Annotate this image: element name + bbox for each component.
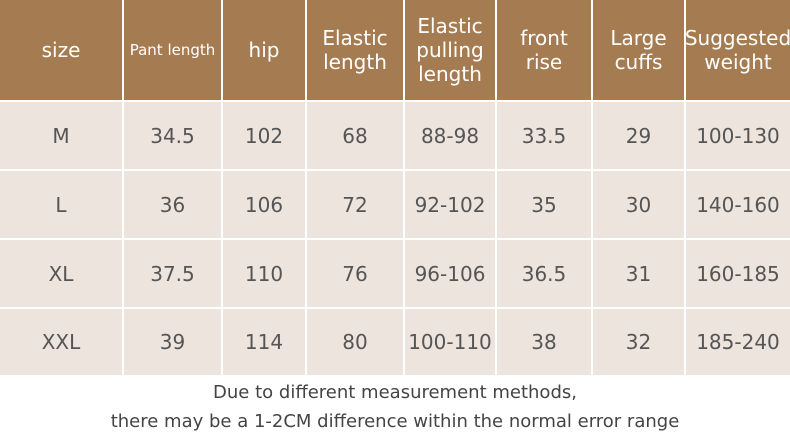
table-cell: 106 — [223, 171, 305, 238]
table-cell: 32 — [593, 309, 684, 375]
table-cell: 76 — [307, 240, 403, 307]
header-text: cuffs — [614, 50, 663, 74]
table-cell: 37.5 — [124, 240, 221, 307]
table-cell: 33.5 — [497, 102, 591, 169]
table-cell: 92-102 — [405, 171, 495, 238]
table-cell: 80 — [307, 309, 403, 375]
table-cell: L — [0, 171, 122, 238]
table-cell: 39 — [124, 309, 221, 375]
table-cell: M — [0, 102, 122, 169]
header-text: Large — [610, 26, 667, 50]
table-cell: 100-130 — [686, 102, 790, 169]
header-text: size — [41, 38, 81, 62]
header-text: Elastic — [417, 14, 483, 38]
table-cell: 100-110 — [405, 309, 495, 375]
table-cell: 185-240 — [686, 309, 790, 375]
table-cell: XL — [0, 240, 122, 307]
header-cell: Elastic pulling length — [405, 0, 495, 100]
table-cell: 96-106 — [405, 240, 495, 307]
table-cell: 160-185 — [686, 240, 790, 307]
header-text: Suggested — [684, 26, 790, 50]
header-cell: Pant length — [124, 0, 221, 100]
table-cell: 34.5 — [124, 102, 221, 169]
size-table: size Pant length hip Elastic length Elastic pu… — [0, 0, 790, 375]
footer-line: Due to different measurement methods, — [213, 382, 577, 403]
header-text: Pant length — [129, 41, 216, 59]
header-text: pulling — [416, 38, 484, 62]
header-cell: Elastic length — [307, 0, 403, 100]
table-cell: 35 — [497, 171, 591, 238]
table-cell: 140-160 — [686, 171, 790, 238]
header-text: length — [323, 50, 387, 74]
table-cell: 38 — [497, 309, 591, 375]
footer-note: Due to different measurement methods, the… — [0, 378, 790, 436]
header-text: length — [418, 62, 482, 86]
header-text: Elastic — [322, 26, 388, 50]
header-cell: Large cuffs — [593, 0, 684, 100]
table-cell: 110 — [223, 240, 305, 307]
table-cell: 68 — [307, 102, 403, 169]
table-cell: 36.5 — [497, 240, 591, 307]
header-cell: Suggested weight — [684, 0, 790, 100]
table-cell: 114 — [223, 309, 305, 375]
table-cell: 72 — [307, 171, 403, 238]
header-cell: size — [0, 0, 122, 100]
footer-line: there may be a 1-2CM difference within t… — [110, 411, 680, 432]
header-cell: hip — [223, 0, 305, 100]
table-cell: 88-98 — [405, 102, 495, 169]
header-text: hip — [248, 38, 280, 62]
table-cell: 36 — [124, 171, 221, 238]
table-cell: 102 — [223, 102, 305, 169]
table-cell: 29 — [593, 102, 684, 169]
table-cell: 31 — [593, 240, 684, 307]
header-text: weight — [704, 50, 772, 74]
table-cell: 30 — [593, 171, 684, 238]
header-text: rise — [525, 50, 563, 74]
header-text: front — [520, 26, 568, 50]
header-cell: front rise — [497, 0, 591, 100]
table-cell: XXL — [0, 309, 122, 375]
